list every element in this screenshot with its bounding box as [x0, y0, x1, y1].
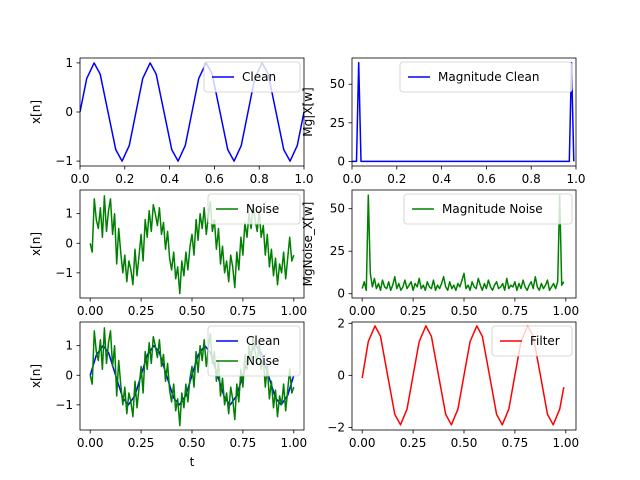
y-tick-label: −1 [55, 398, 73, 412]
legend-box [491, 325, 573, 357]
legend-box [403, 193, 573, 225]
y-axis-label: x[n] [29, 364, 43, 388]
x-tick-label: 1.00 [280, 304, 307, 318]
legend-label: Noise [246, 202, 279, 216]
subplot-6: 0.00 0.25 0.50 0.75 1.00 −2 0 2 Filter [327, 316, 579, 450]
x-tick-label: 0.2 [115, 172, 134, 186]
legend-label: Magnitude Noise [442, 202, 543, 216]
y-tick-label: 25 [330, 244, 345, 258]
legend-label: Magnitude Clean [438, 70, 539, 84]
y-tick-label: 0 [337, 154, 345, 168]
legend-label: Clean [242, 70, 276, 84]
x-tick-label: 0.50 [451, 436, 478, 450]
y-tick-label: 2 [337, 316, 345, 330]
legend-label: Clean [246, 334, 280, 348]
x-tick-label: 1.00 [552, 436, 579, 450]
y-axis-label: x[n] [29, 232, 43, 256]
x-tick-label: 0.25 [128, 436, 155, 450]
y-tick-label: 0 [65, 368, 73, 382]
legend: Magnitude Clean [399, 61, 573, 93]
x-tick-label: 0.4 [432, 172, 451, 186]
x-tick-label: 0.00 [77, 436, 104, 450]
legend: Magnitude Noise [403, 193, 573, 225]
x-tick-label: 0.25 [128, 304, 155, 318]
legend-label: Noise [246, 354, 279, 368]
x-tick-label: 1.00 [280, 436, 307, 450]
x-tick-label: 0.75 [230, 436, 257, 450]
legend: Clean Noise [207, 325, 301, 377]
y-axis-label: Mg|X[w] [301, 87, 315, 136]
y-tick-label: 1 [65, 56, 73, 70]
y-tick-label: −1 [55, 266, 73, 280]
x-tick-label: 0.25 [400, 304, 427, 318]
legend-box [207, 325, 301, 377]
x-tick-label: 0.00 [349, 436, 376, 450]
x-tick-label: 1.0 [294, 172, 313, 186]
x-tick-label: 0.2 [387, 172, 406, 186]
x-tick-label: 0.8 [250, 172, 269, 186]
x-tick-label: 0.6 [477, 172, 496, 186]
x-tick-label: 0.6 [205, 172, 224, 186]
y-axis-label: MgNoise_X[w] [301, 202, 315, 287]
x-tick-label: 0.8 [522, 172, 541, 186]
x-tick-label: 0.75 [230, 304, 257, 318]
x-tick-label: 0.25 [400, 436, 427, 450]
x-tick-label: 0.00 [349, 304, 376, 318]
x-tick-label: 0.75 [502, 436, 529, 450]
x-tick-label: 1.0 [566, 172, 585, 186]
subplot-1: 0.0 0.2 0.4 0.6 0.8 1.0 −1 0 1 x[n] Clean [29, 56, 314, 186]
x-tick-label: 0.50 [179, 436, 206, 450]
y-tick-label: 50 [330, 77, 345, 91]
axes-frame [351, 57, 577, 167]
x-tick-label: 0.50 [179, 304, 206, 318]
x-tick-label: 1.00 [552, 304, 579, 318]
series-line-magnitude-clean [352, 61, 575, 163]
y-tick-label: 25 [330, 116, 345, 130]
y-tick-label: 1 [65, 207, 73, 221]
legend-box [203, 61, 301, 93]
legend: Noise [207, 193, 301, 225]
legend-label: Filter [530, 334, 560, 348]
y-axis-label: x[n] [29, 100, 43, 124]
series-line-magnitude-noise [361, 194, 565, 292]
x-tick-label: 0.75 [502, 304, 529, 318]
y-tick-label: −2 [327, 420, 345, 434]
legend: Clean [203, 61, 301, 93]
y-tick-label: 1 [65, 339, 73, 353]
x-axis-label: t [190, 455, 195, 469]
y-tick-label: 0 [337, 368, 345, 382]
x-tick-label: 0.0 [70, 172, 89, 186]
x-tick-label: 0.0 [342, 172, 361, 186]
legend-box [399, 61, 573, 93]
subplot-2: 0.0 0.2 0.4 0.6 0.8 1.0 0 25 50 Mg|X[w] Magnitude … [301, 57, 586, 186]
y-tick-label: 0 [337, 287, 345, 301]
subplot-3: 0.00 0.25 0.50 0.75 1.00 −1 0 1 x[n] Noise [29, 189, 307, 318]
y-tick-label: −1 [55, 154, 73, 168]
x-tick-label: 0.00 [77, 304, 104, 318]
subplot-5: 0.00 0.25 0.50 0.75 1.00 −1 0 1 x[n] t Clean Noise [29, 321, 307, 469]
legend: Filter [491, 325, 573, 357]
legend-box [207, 193, 301, 225]
y-tick-label: 0 [65, 236, 73, 250]
y-tick-label: 0 [65, 105, 73, 119]
x-tick-label: 0.4 [160, 172, 179, 186]
x-tick-label: 0.50 [451, 304, 478, 318]
subplot-4: 0.00 0.25 0.50 0.75 1.00 0 25 50 MgNoise_X[w] Mag… [301, 189, 579, 318]
y-tick-label: 50 [330, 202, 345, 216]
